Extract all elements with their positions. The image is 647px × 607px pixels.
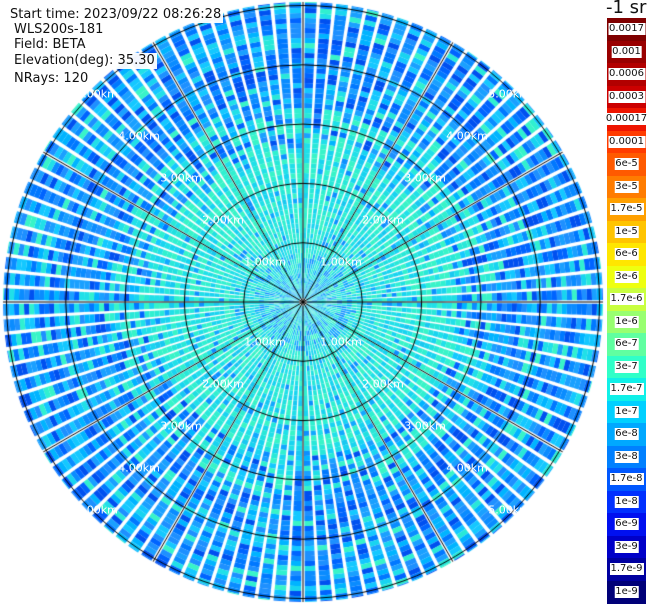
colorbar-tick-label: 3e-8: [614, 450, 639, 463]
colorbar-tick-label: 0.0006: [608, 68, 645, 81]
field-name: Field: BETA: [12, 37, 88, 53]
colorbar-tick-label: 1e-9: [614, 585, 639, 598]
range-ring-label: 3.00km: [404, 171, 446, 185]
colorbar-tick-label: 0.00017: [604, 113, 647, 126]
colorbar-tick-label: 1.7e-5: [609, 203, 644, 216]
colorbar: 0.0017 0.001 0.0006 0.0003 0.00017 0.0001 6e-5…: [604, 18, 647, 604]
colorbar-tick-label: 1e-6: [614, 315, 639, 328]
range-ring-label: 2.00km: [362, 377, 404, 391]
colorbar-tick-label: 3e-6: [614, 270, 639, 283]
range-ring-label: 1.00km: [244, 255, 286, 269]
colorbar-tick-label: 1.7e-6: [609, 293, 644, 306]
colorbar-tick-label: 0.0003: [608, 90, 645, 103]
range-ring-label: 4.00km: [118, 129, 160, 143]
ppi-plot: [0, 0, 607, 607]
colorbar-tick-label: 1.7e-8: [609, 473, 644, 486]
range-ring-label: 3.00km: [160, 171, 202, 185]
colorbar-tick-label: 1.7e-7: [609, 383, 644, 396]
colorbar-tick-label: 0.0017: [608, 23, 645, 36]
colorbar-tick-label: 0.001: [611, 45, 642, 58]
range-ring-label: 5.00km: [488, 87, 530, 101]
colorbar-tick-label: 1e-8: [614, 495, 639, 508]
colorbar-tick-label: 6e-7: [614, 338, 639, 351]
range-ring-label: 1.00km: [320, 335, 362, 349]
colorbar-tick-label: 6e-8: [614, 428, 639, 441]
colorbar-tick-label: 6e-6: [614, 248, 639, 261]
colorbar-tick-label: 3e-9: [614, 540, 639, 553]
colorbar-title: -1 sr: [606, 0, 647, 18]
range-ring-label: 5.00km: [488, 503, 530, 517]
colorbar-tick-label: 1e-5: [614, 225, 639, 238]
colorbar-tick-label: 1e-7: [614, 405, 639, 418]
range-ring-label: 4.00km: [118, 461, 160, 475]
start-time: Start time: 2023/09/22 08:26:28: [8, 7, 224, 23]
colorbar-tick-label: 3e-7: [614, 360, 639, 373]
colorbar-tick-label: 6e-9: [614, 518, 639, 531]
range-ring-label: 4.00km: [446, 461, 488, 475]
range-ring-label: 2.00km: [202, 377, 244, 391]
range-ring-label: 2.00km: [202, 213, 244, 227]
range-ring-label: 3.00km: [404, 419, 446, 433]
colorbar-tick-label: 6e-5: [614, 158, 639, 171]
range-ring-label: 5.00km: [76, 503, 118, 517]
colorbar-tick-label: 1.7e-9: [609, 563, 644, 576]
range-ring-label: 1.00km: [320, 255, 362, 269]
range-ring-label: 4.00km: [446, 129, 488, 143]
range-ring-label: 2.00km: [362, 213, 404, 227]
nrays: NRays: 120: [12, 71, 91, 87]
range-ring-label: 5.00km: [76, 87, 118, 101]
elevation: Elevation(deg): 35.30: [12, 53, 157, 69]
instrument-name: WLS200s-181: [12, 22, 106, 38]
range-ring-label: 3.00km: [160, 419, 202, 433]
colorbar-tick-label: 0.0001: [608, 135, 645, 148]
range-ring-label: 1.00km: [244, 335, 286, 349]
colorbar-tick-label: 3e-5: [614, 180, 639, 193]
